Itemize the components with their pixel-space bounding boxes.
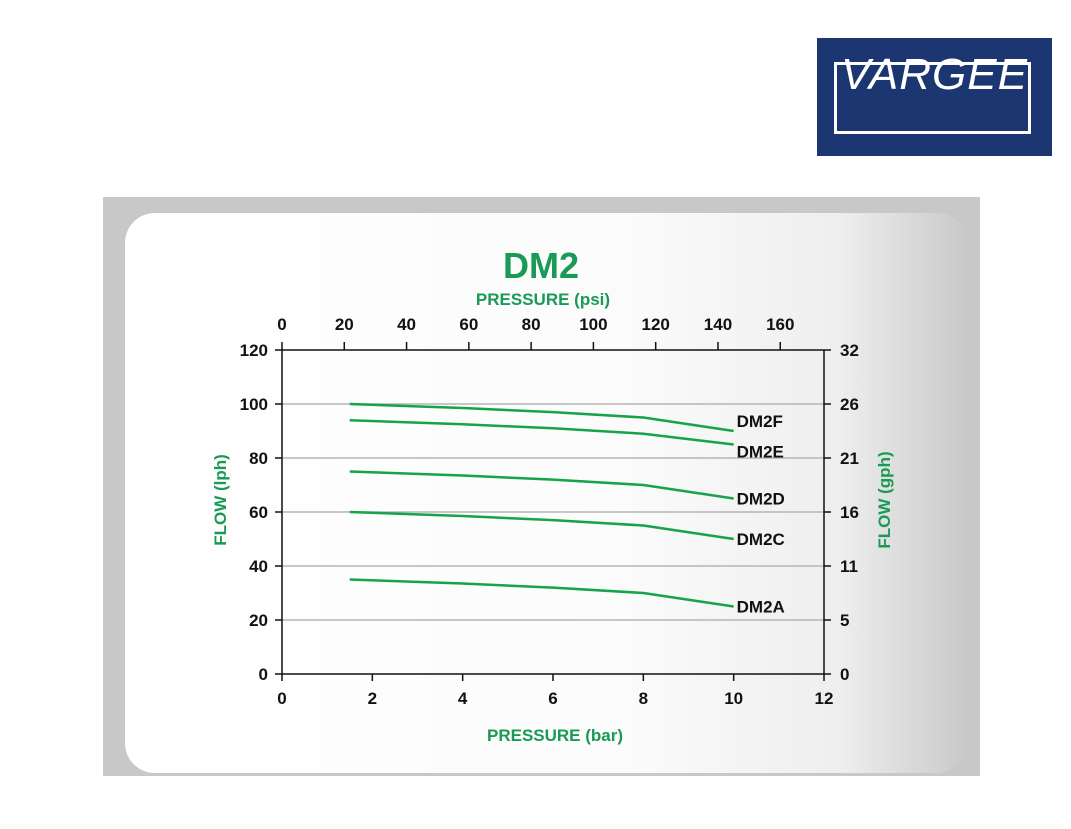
x2-tick-label: 80: [522, 315, 541, 334]
series-label-dm2f: DM2F: [737, 412, 783, 431]
logo-frame: [834, 62, 1031, 134]
vargee-logo: VARGEE: [817, 38, 1052, 156]
y-tick-label: 80: [249, 449, 268, 468]
x-tick-label: 0: [277, 689, 286, 708]
x2-tick-label: 120: [642, 315, 670, 334]
y-axis-label: FLOW (lph): [211, 454, 230, 546]
y-tick-label: 60: [249, 503, 268, 522]
series-line-dm2c: [349, 510, 734, 541]
y2-tick-label: 0: [840, 665, 849, 684]
x2-tick-label: 20: [335, 315, 354, 334]
y2-tick-label: 5: [840, 611, 849, 630]
x-tick-label: 2: [368, 689, 377, 708]
logo-text: VARGEE: [841, 50, 1028, 99]
series-line-dm2f: [349, 402, 734, 433]
y2-axis-label: FLOW (gph): [875, 451, 894, 548]
chart-panel: [103, 197, 980, 776]
y2-tick-label: 11: [840, 557, 858, 576]
series-label-dm2a: DM2A: [737, 598, 785, 617]
chart-title: DM2: [503, 245, 579, 286]
y2-tick-label: 32: [840, 341, 859, 360]
y-tick-label: 40: [249, 557, 268, 576]
x-tick-label: 10: [724, 689, 743, 708]
y2-tick-label: 16: [840, 503, 859, 522]
series-label-dm2e: DM2E: [737, 443, 784, 462]
x2-axis-label: PRESSURE (psi): [476, 290, 610, 309]
x-tick-label: 12: [815, 689, 834, 708]
x-tick-label: 8: [639, 689, 648, 708]
y-tick-label: 100: [240, 395, 268, 414]
series-label-dm2d: DM2D: [737, 490, 785, 509]
x-axis-label: PRESSURE (bar): [487, 726, 623, 745]
chart-card: [125, 213, 967, 773]
x2-tick-label: 40: [397, 315, 416, 334]
series-label-dm2c: DM2C: [737, 530, 785, 549]
x2-tick-label: 0: [277, 315, 286, 334]
series-line-dm2d: [349, 470, 734, 500]
y2-tick-label: 26: [840, 395, 859, 414]
x2-tick-label: 60: [459, 315, 478, 334]
y-tick-label: 120: [240, 341, 268, 360]
x-tick-label: 6: [548, 689, 557, 708]
y-tick-label: 20: [249, 611, 268, 630]
x2-tick-label: 140: [704, 315, 732, 334]
x-tick-label: 4: [458, 689, 468, 708]
y-tick-label: 0: [259, 665, 268, 684]
series-line-dm2a: [349, 578, 734, 608]
y2-tick-label: 21: [840, 449, 859, 468]
x2-tick-label: 160: [766, 315, 794, 334]
x2-tick-label: 100: [579, 315, 607, 334]
series-line-dm2e: [349, 418, 734, 446]
